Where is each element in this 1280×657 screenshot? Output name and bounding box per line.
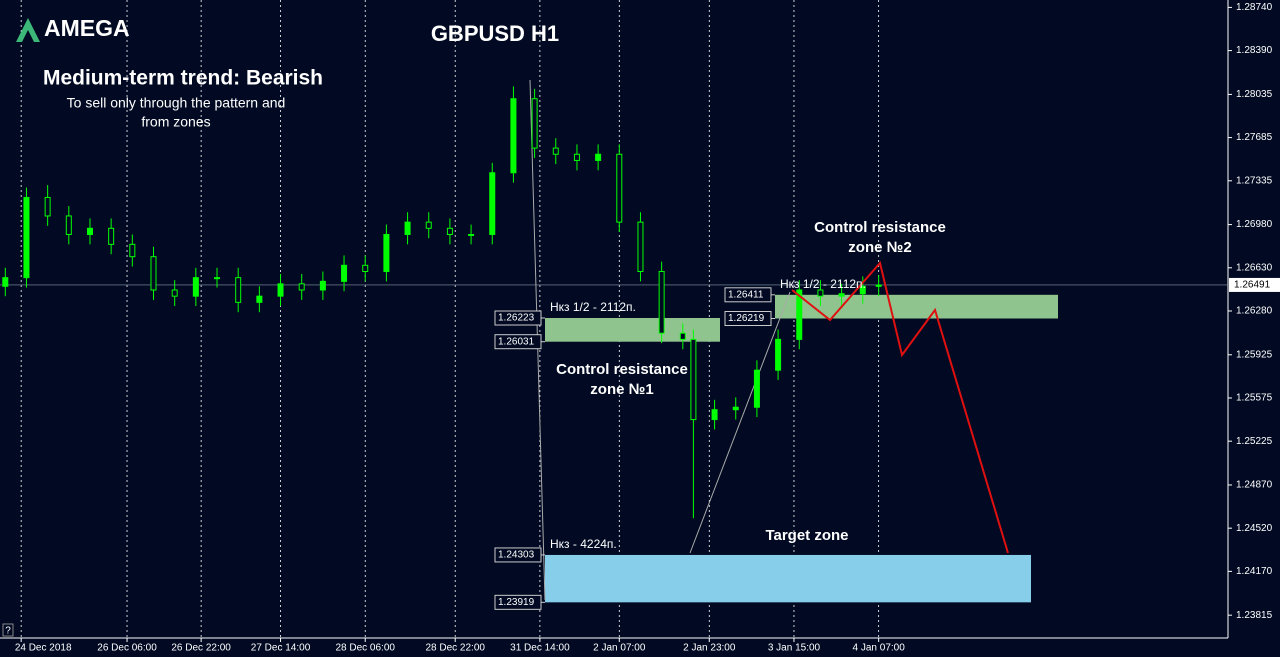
zone-note: Нкз - 4224п.: [550, 537, 617, 551]
candle-body: [510, 98, 517, 174]
help-icon[interactable]: ?: [5, 626, 11, 637]
y-tick-label: 1.28740: [1236, 2, 1273, 13]
candle-body: [817, 289, 824, 297]
candle-body: [616, 153, 623, 223]
candle-body: [150, 256, 157, 291]
candle-body: [753, 369, 760, 408]
x-tick-label: 3 Jan 15:00: [768, 643, 821, 654]
zone-note: Нкз 1/2 - 2112п.: [780, 277, 866, 291]
pattern-line: [689, 291, 791, 554]
candle-body: [679, 332, 686, 340]
candle-body: [235, 277, 242, 303]
candle-body: [298, 283, 305, 291]
y-tick-label: 1.28390: [1236, 45, 1273, 56]
x-tick-label: 26 Dec 06:00: [97, 643, 157, 654]
price-label: 1.26491: [1234, 280, 1271, 291]
zone-name: Control resistance zone №2: [814, 219, 946, 256]
candle-body: [214, 277, 221, 280]
candle-body: [838, 293, 845, 297]
candle-body: [775, 338, 782, 371]
candle-body: [711, 409, 718, 421]
candle-body: [875, 284, 882, 287]
y-tick-label: 1.24870: [1236, 480, 1273, 491]
candle-body: [108, 227, 115, 245]
candle-body: [44, 196, 51, 217]
zone-price: 1.23919: [498, 597, 535, 608]
subtitle: To sell only through the pattern and: [67, 95, 286, 111]
candle-body: [425, 221, 432, 229]
candle-body: [489, 172, 496, 235]
candle-body: [277, 283, 284, 297]
y-tick-label: 1.24170: [1236, 566, 1273, 577]
x-tick-label: 26 Dec 22:00: [171, 643, 231, 654]
x-tick-label: 31 Dec 14:00: [510, 643, 570, 654]
trend: Medium-term trend: Bearish: [43, 67, 323, 90]
y-tick-label: 1.25575: [1236, 393, 1273, 404]
y-tick-label: 1.26630: [1236, 262, 1273, 273]
y-tick-label: 1.26280: [1236, 306, 1273, 317]
help-box[interactable]: [2, 623, 14, 637]
candle-body: [531, 98, 538, 149]
candle-body: [129, 243, 136, 258]
zone: [545, 554, 1031, 603]
logo-icon: [16, 18, 40, 42]
subtitle: from zones: [141, 114, 210, 130]
candle-body: [552, 147, 559, 155]
forecast-path: [791, 260, 1009, 554]
candle-body: [573, 153, 580, 161]
y-tick-label: 1.28035: [1236, 89, 1273, 100]
y-tick-label: 1.26980: [1236, 219, 1273, 230]
candle-body: [256, 295, 263, 303]
candle-body: [86, 227, 93, 235]
candle-body: [595, 153, 602, 161]
candle-body: [192, 277, 199, 297]
zone-price: 1.26223: [498, 313, 535, 324]
candle-body: [362, 264, 369, 272]
x-tick-label: 2 Jan 23:00: [683, 643, 736, 654]
zone-price: 1.26219: [728, 313, 765, 324]
candle-body: [468, 233, 475, 236]
candle-body: [65, 215, 72, 235]
y-tick-label: 1.27335: [1236, 175, 1273, 186]
zone-name: Target zone: [765, 527, 848, 544]
candle-body: [637, 221, 644, 272]
candle-body: [341, 264, 348, 282]
candle-body: [796, 289, 803, 340]
candle-body: [23, 196, 30, 279]
y-tick-label: 1.24520: [1236, 523, 1273, 534]
y-tick-label: 1.25925: [1236, 349, 1273, 360]
y-tick-label: 1.25225: [1236, 436, 1273, 447]
candle-body: [446, 227, 453, 235]
x-tick-label: 27 Dec 14:00: [251, 643, 311, 654]
chart-title: GBPUSD H1: [431, 21, 559, 46]
zone-price: 1.26031: [498, 336, 535, 347]
y-tick-label: 1.23815: [1236, 610, 1273, 621]
price-label-box: [1229, 277, 1280, 292]
candle-body: [2, 277, 9, 287]
zone-name: Control resistance zone №1: [556, 361, 688, 398]
zone-price: 1.26411: [728, 289, 764, 300]
candle-body: [859, 285, 866, 295]
x-tick-label: 2 Jan 07:00: [593, 643, 646, 654]
x-tick-label: 28 Dec 22:00: [425, 643, 485, 654]
x-tick-label: 24 Dec 2018: [15, 643, 72, 654]
zone-note: Нкз 1/2 - 2112п.: [550, 300, 636, 314]
zone: [545, 318, 720, 342]
candle-body: [171, 289, 178, 297]
x-tick-label: 4 Jan 07:00: [853, 643, 906, 654]
candle-body: [404, 221, 411, 235]
candle-body: [732, 406, 739, 411]
candle-body: [690, 338, 697, 421]
logo: AMEGA: [44, 15, 130, 41]
candle-body: [383, 233, 390, 272]
y-tick-label: 1.27685: [1236, 132, 1273, 143]
x-tick-label: 28 Dec 06:00: [335, 643, 395, 654]
candle-body: [319, 280, 326, 291]
zone-price: 1.24303: [498, 550, 535, 561]
candle-body: [658, 270, 665, 334]
zone: [775, 294, 1058, 319]
